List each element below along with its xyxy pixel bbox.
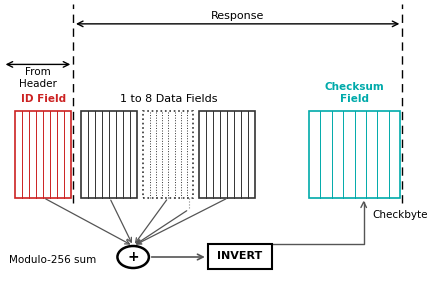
Circle shape [117, 246, 149, 268]
Text: Checkbyte: Checkbyte [372, 210, 427, 220]
Text: Response: Response [211, 11, 264, 21]
Bar [309, 111, 400, 198]
Text: +: + [127, 250, 139, 264]
Bar [208, 244, 272, 269]
Text: From
Header: From Header [19, 67, 57, 89]
Bar [15, 111, 71, 198]
Text: 1 to 8 Data Fields: 1 to 8 Data Fields [119, 93, 217, 104]
Text: INVERT: INVERT [217, 251, 262, 261]
Bar [82, 111, 137, 198]
Text: ID Field: ID Field [20, 93, 66, 104]
Bar [199, 111, 255, 198]
Text: Checksum
Field: Checksum Field [325, 82, 385, 104]
Text: Modulo-256 sum: Modulo-256 sum [9, 255, 96, 265]
Bar [143, 111, 193, 198]
